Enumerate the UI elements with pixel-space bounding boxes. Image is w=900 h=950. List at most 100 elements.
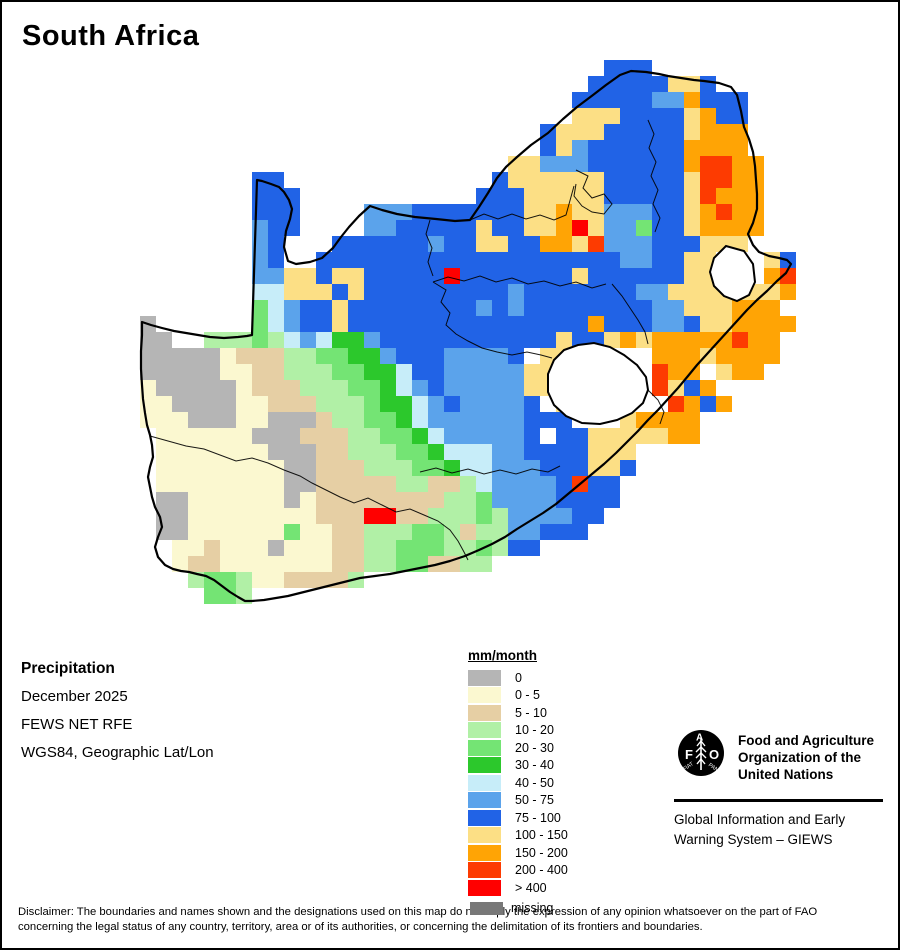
map-cell-run [364,556,396,572]
legend-swatch [468,879,501,896]
map-cell-run [316,508,364,524]
fao-logo-icon: F A O FIAT PANIS [678,730,724,777]
raster-cells-layer [140,60,796,620]
map-cell-run [684,172,700,188]
legend-label: 75 - 100 [515,810,561,825]
map-cell-run [364,332,380,348]
map-cell-run [476,476,492,492]
map-cell-run [428,508,476,524]
map-cell-run [572,268,588,284]
map-cell-run [252,316,268,332]
map-cell-run [700,188,716,204]
map-cell-run [252,172,284,188]
legend-label: 0 [515,670,522,685]
map-cell-run [476,300,492,316]
map-cell-run [716,204,732,220]
map-cell-run [332,524,364,540]
map-cell-run [684,204,700,220]
map-cell-run [188,412,236,428]
map-cell-run [572,140,588,156]
map-cell-run [524,204,556,220]
map-cell-run [188,556,220,572]
map-cell-run [300,492,316,508]
map-cell-run [156,380,236,396]
map-cell-run [524,220,556,236]
page-title: South Africa [22,20,200,52]
map-cell-run [684,396,700,412]
map-cell-run [556,476,572,492]
map-cell-run [268,444,316,460]
map-cell-run [444,460,460,476]
map-cell-run [140,316,156,332]
map-cell-run [668,76,700,92]
legend-item: 50 - 75 [468,792,568,810]
map-cell-run [428,380,444,396]
map-cell-run [252,380,300,396]
map-cell-run [492,172,508,188]
map-cell-run [396,540,444,556]
map-cell-run [396,556,428,572]
map-cell-run [348,316,588,332]
legend-item: 40 - 50 [468,774,568,792]
map-cell-run [684,156,700,172]
map-cell-run [508,156,540,172]
missing-label: missing [511,901,554,915]
legend-label: 40 - 50 [515,775,554,790]
legend-item: 150 - 200 [468,844,568,862]
map-cell-run [428,444,444,460]
map-cell-run [556,204,572,220]
map-cell-run [700,92,748,108]
map-cell-run [460,460,492,476]
map-cell-run [332,316,348,332]
map-cell-run [556,492,620,508]
map-cell-run [700,316,732,332]
map-cell-run [396,348,444,364]
info-date: December 2025 [21,688,128,705]
legend-swatch [468,739,501,756]
legend-swatch [468,844,501,861]
map-cell-run [348,300,476,316]
map-cell-run [252,284,284,300]
map-cell-run [540,156,588,172]
map-cell-run [300,524,332,540]
map-cell-run [540,524,588,540]
map-cell-run [684,140,748,156]
legend-label: 150 - 200 [515,845,568,860]
map-cell-run [284,364,332,380]
map-cell-run [300,316,332,332]
map-cell-run [284,540,332,556]
map-cell-run [588,428,668,444]
map-cell-run [524,284,636,300]
map-cell-run [172,396,236,412]
map-cell-run [396,412,412,428]
map-cell-run [252,428,300,444]
map-cell-run [604,204,652,220]
map-cell-run [780,252,796,268]
disclaimer-line-2: concerning the legal status of any count… [18,920,703,933]
map-cell-run [572,220,588,236]
info-source: FEWS NET RFE [21,716,133,733]
map-cell-run [716,396,732,412]
map-cell-run [316,476,396,492]
map-cell-run [236,412,268,428]
precipitation-raster-map [140,60,796,620]
map-cell-run [588,460,620,476]
legend-swatch [468,669,501,686]
map-cell-run [396,364,412,380]
map-cell-run [268,252,284,268]
map-cell-run [684,252,716,268]
map-cell-run [652,348,700,364]
map-cell-run [732,316,796,332]
map-cell-run [604,332,620,348]
map-cell-run [316,492,444,508]
map-cell-run [684,108,700,124]
map-cell-run [316,460,364,476]
map-cell-run [620,412,636,428]
map-cell-run [380,332,556,348]
legend-items: 0 0 - 5 5 - 10 10 - 20 20 - 30 30 - 40 40 - 50… [468,669,568,897]
map-cell-run [668,428,700,444]
map-cell-run [604,236,652,252]
legend-swatch [468,704,501,721]
map-cell-run [172,540,204,556]
map-cell-run [492,492,556,508]
